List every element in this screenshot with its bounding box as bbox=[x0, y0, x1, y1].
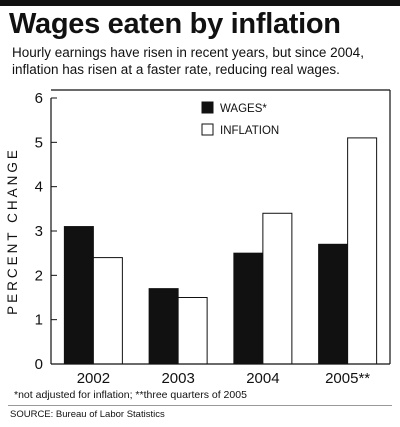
bar-wages bbox=[233, 252, 264, 365]
x-tick-label: 2002 bbox=[77, 370, 110, 387]
y-tick-label: 3 bbox=[35, 223, 43, 240]
bar-wages bbox=[63, 226, 94, 365]
y-tick-label: 2 bbox=[35, 267, 43, 284]
y-axis-ticks: 0 1 2 3 4 5 6 bbox=[35, 90, 57, 373]
legend-label-inflation: INFLATION bbox=[220, 125, 279, 137]
subtitle-line-2: inflation has risen at a faster rate, re… bbox=[12, 62, 340, 77]
legend-swatch-wages bbox=[201, 101, 214, 114]
subtitle-line-1: Hourly earnings have risen in recent yea… bbox=[12, 45, 364, 60]
bar-inflation bbox=[92, 257, 123, 365]
axes bbox=[50, 89, 391, 365]
chart-title: Wages eaten by inflation bbox=[9, 8, 341, 40]
legend-swatch-inflation bbox=[201, 123, 214, 136]
bars bbox=[63, 137, 378, 365]
y-tick-label: 0 bbox=[35, 356, 43, 373]
bar-inflation bbox=[177, 297, 208, 365]
chart-subtitle: Hourly earnings have risen in recent yea… bbox=[12, 44, 396, 78]
y-tick-label: 1 bbox=[35, 312, 43, 329]
bar-inflation bbox=[262, 212, 293, 365]
source-rule bbox=[8, 405, 392, 406]
source-note: SOURCE: Bureau of Labor Statistics bbox=[10, 409, 165, 420]
bar-wages bbox=[148, 288, 179, 365]
bar-inflation bbox=[347, 137, 378, 365]
x-axis-labels: 2002 2003 2004 2005** bbox=[77, 370, 371, 387]
y-axis-title-group: PERCENT CHANGE bbox=[5, 147, 20, 315]
y-axis-title: PERCENT CHANGE bbox=[5, 147, 20, 315]
y-tick-label: 6 bbox=[35, 90, 43, 107]
bar-wages bbox=[318, 243, 349, 365]
y-tick-label: 4 bbox=[35, 179, 43, 196]
y-tick-label: 5 bbox=[35, 134, 43, 151]
x-tick-label: 2004 bbox=[246, 370, 279, 387]
x-tick-label: 2003 bbox=[161, 370, 194, 387]
x-tick-label: 2005** bbox=[325, 370, 370, 387]
legend: WAGES* INFLATION bbox=[201, 101, 279, 137]
legend-label-wages: WAGES* bbox=[220, 103, 267, 115]
footnote: *not adjusted for inflation; **three qua… bbox=[14, 389, 247, 401]
top-rule bbox=[0, 0, 400, 6]
bar-chart: PERCENT CHANGE 0 1 2 3 4 5 6 2002 2003 2004 2005*… bbox=[5, 89, 391, 387]
